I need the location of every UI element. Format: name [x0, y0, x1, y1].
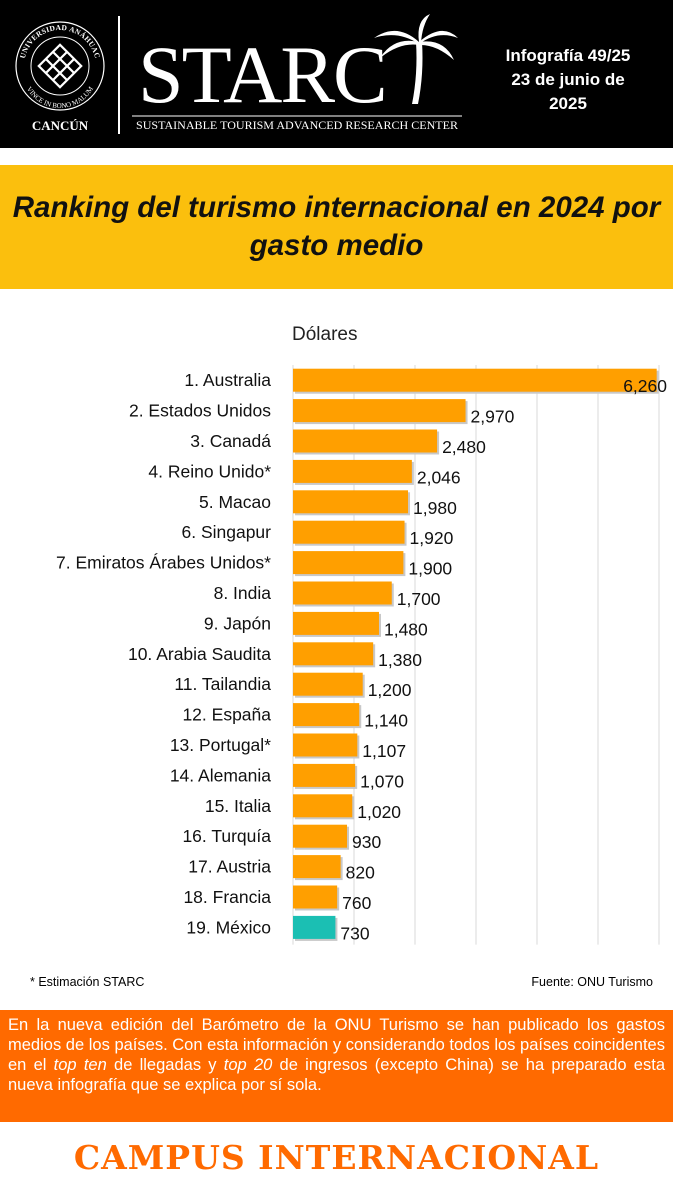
value-label: 1,920 — [410, 528, 454, 548]
category-label: 1. Australia — [184, 370, 271, 390]
category-label: 16. Turquía — [182, 826, 271, 846]
bar — [293, 429, 438, 453]
value-label: 1,107 — [362, 741, 406, 761]
spending-bar-chart: Dólares 1. Australia 6,260 2. Estados Unid… — [56, 324, 667, 945]
bar — [293, 642, 374, 666]
category-label: 8. India — [214, 583, 272, 603]
university-name: UNIVERSIDAD ANÁHUAC — [18, 23, 102, 59]
bar — [293, 459, 412, 483]
description-part-1: En la nueva edición del Barómetro de la … — [8, 1016, 665, 1074]
header-divider — [118, 16, 120, 134]
chart-bars: 1. Australia 6,260 2. Estados Unidos 2,970 3… — [56, 368, 667, 943]
description-part-3: de ingresos (excepto China) se ha prepar… — [8, 1056, 665, 1094]
category-label: 11. Tailandia — [174, 674, 271, 694]
value-label: 730 — [340, 923, 369, 943]
value-label: 1,480 — [384, 619, 428, 639]
starc-subtitle: SUSTAINABLE TOURISM ADVANCED RESEARCH CE… — [136, 120, 458, 132]
value-label: 1,200 — [368, 680, 412, 700]
value-label: 1,140 — [364, 711, 408, 731]
category-label: 6. Singapur — [181, 522, 271, 542]
category-label: 18. Francia — [183, 887, 271, 907]
value-label: 1,070 — [360, 771, 404, 791]
footnote: * Estimación STARC — [30, 975, 145, 989]
description-box: En la nueva edición del Barómetro de la … — [0, 1010, 673, 1122]
infographic-date-line: 23 de junio de — [511, 70, 625, 89]
svg-text:UNIVERSIDAD ANÁHUAC: UNIVERSIDAD ANÁHUAC — [18, 23, 102, 59]
bar — [293, 824, 348, 848]
bar — [293, 855, 341, 879]
value-label: 6,260 — [623, 376, 667, 396]
value-label: 1,900 — [408, 559, 452, 579]
description-emphasis-2: top 20 — [223, 1056, 273, 1074]
value-label: 930 — [352, 832, 381, 852]
category-label: 4. Reino Unido* — [148, 461, 271, 481]
bar — [293, 399, 466, 423]
bar — [293, 794, 353, 818]
value-label: 820 — [346, 863, 375, 883]
value-label: 2,046 — [417, 467, 461, 487]
description-part-2: de llegadas y — [106, 1056, 224, 1074]
value-label: 1,700 — [397, 589, 441, 609]
category-label: 3. Canadá — [190, 431, 271, 451]
category-label: 5. Macao — [199, 492, 271, 512]
infographic-year: 2025 — [549, 94, 587, 113]
value-label: 1,020 — [357, 802, 401, 822]
value-label: 1,380 — [378, 650, 422, 670]
description-text: En la nueva edición del Barómetro de la … — [8, 1015, 665, 1095]
header-banner: UNIVERSIDAD ANÁHUAC VINCE IN BONO MALUM … — [0, 0, 673, 148]
category-label: 17. Austria — [188, 857, 271, 877]
university-seal-logo: UNIVERSIDAD ANÁHUAC VINCE IN BONO MALUM … — [15, 21, 105, 133]
starc-wordmark: STARC — [138, 29, 386, 120]
starc-logo: STARC SUSTAINABLE TOURISM ADVANCED RESEA… — [132, 14, 462, 132]
value-label: 2,480 — [442, 437, 486, 457]
value-label: 1,980 — [413, 498, 457, 518]
bar — [293, 368, 657, 392]
source-note: Fuente: ONU Turismo — [531, 975, 653, 989]
value-label: 760 — [342, 893, 371, 913]
category-label: 7. Emiratos Árabes Unidos* — [56, 553, 271, 573]
bar — [293, 763, 356, 787]
palm-tree-icon — [374, 14, 458, 104]
bar — [293, 672, 363, 696]
infographic-number: Infografía 49/25 — [505, 46, 631, 65]
category-label: 2. Estados Unidos — [129, 401, 271, 421]
unit-label: Dólares — [292, 324, 357, 345]
infographic-title: Ranking del turismo internacional en 202… — [12, 191, 661, 262]
category-label: 19. México — [186, 917, 271, 937]
bar — [293, 733, 358, 757]
bar — [293, 915, 336, 939]
value-label: 2,970 — [471, 407, 515, 427]
campus-city: CANCÚN — [32, 118, 89, 133]
category-label: 9. Japón — [204, 613, 271, 633]
campus-footer: CAMPUS INTERNACIONAL — [73, 1138, 600, 1177]
bar — [293, 885, 338, 909]
infographic-info: Infografía 49/25 23 de junio de 2025 — [478, 44, 658, 116]
bar — [293, 581, 392, 605]
category-label: 14. Alemania — [170, 765, 271, 785]
bar — [293, 703, 360, 727]
category-label: 10. Arabia Saudita — [128, 644, 271, 664]
category-label: 15. Italia — [205, 796, 271, 816]
bar — [293, 611, 379, 635]
bar — [293, 551, 404, 575]
bar — [293, 520, 405, 544]
category-label: 13. Portugal* — [170, 735, 271, 755]
description-emphasis-1: top ten — [53, 1056, 107, 1074]
title-banner: Ranking del turismo internacional en 202… — [0, 165, 673, 289]
category-label: 12. España — [182, 705, 271, 725]
bar — [293, 490, 409, 514]
